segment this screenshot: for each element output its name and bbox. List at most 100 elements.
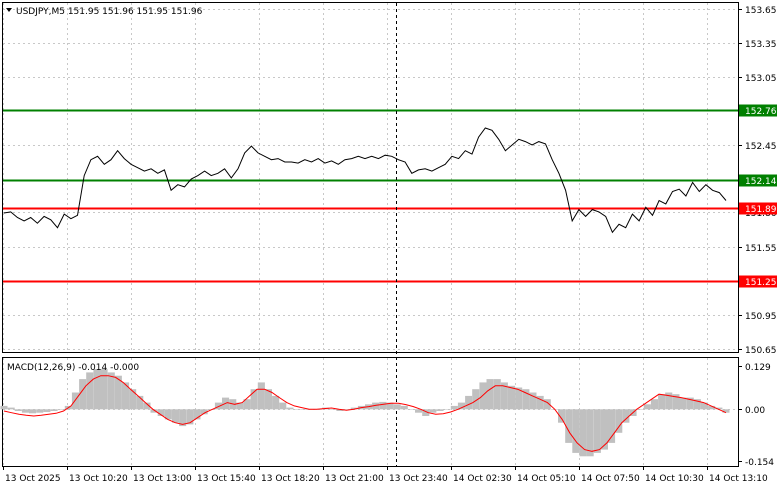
macd-histogram-bar	[136, 395, 144, 410]
macd-histogram-bar	[50, 409, 58, 411]
macd-histogram-bar	[715, 407, 723, 410]
chart-menu-icon[interactable]	[6, 8, 12, 12]
time-tick-label: 13 Oct 2025	[5, 474, 61, 484]
macd-histogram-bar	[701, 402, 709, 410]
macd-histogram-bar	[293, 409, 301, 410]
macd-histogram-bar	[450, 405, 458, 410]
level-tag-bg	[739, 202, 777, 215]
macd-histogram-bar	[536, 395, 544, 410]
time-tick-label: 14 Oct 13:10	[709, 474, 768, 484]
macd-histogram-bar	[286, 407, 294, 410]
time-axis: 13 Oct 2025 13 Oct 10:20 13 Oct 13:00 13 Oc…	[3, 466, 768, 484]
chart-header-text: USDJPY,M5 151.95 151.96 151.95 151.96	[16, 7, 203, 17]
macd-histogram-bar	[86, 372, 94, 410]
macd-histogram-bar	[150, 409, 158, 413]
price-tick-label: 153.35	[745, 40, 777, 50]
macd-histogram-bar	[0, 405, 8, 410]
macd-histogram-bar	[508, 385, 516, 410]
macd-histogram-bar	[386, 402, 394, 410]
macd-histogram-bar	[472, 389, 480, 410]
macd-histogram-bar	[586, 409, 594, 457]
price-tick-label: 152.45	[745, 142, 777, 152]
macd-axis: 0.129 0.00 -0.154	[738, 363, 774, 468]
macd-histogram-bar	[493, 379, 501, 410]
macd-histogram-bar	[565, 409, 573, 443]
macd-histogram-bar	[529, 392, 537, 410]
macd-header-text: MACD(12,26,9) -0.014 -0.000	[7, 363, 139, 373]
macd-histogram-bar	[543, 399, 551, 410]
macd-histogram-bar	[436, 409, 444, 411]
time-tick-label: 13 Oct 13:00	[133, 474, 192, 484]
time-tick-label: 13 Oct 10:20	[69, 474, 128, 484]
macd-histogram-bar	[107, 372, 115, 410]
level-tag-bg	[739, 104, 777, 117]
macd-histogram-bar	[214, 402, 222, 410]
macd-histogram-bar	[257, 382, 265, 410]
macd-histogram-bar	[658, 394, 666, 410]
macd-histogram-bar	[708, 405, 716, 410]
level-tag-bg	[739, 275, 777, 288]
macd-tick-label: 0.00	[745, 406, 765, 416]
macd-histogram-bar	[379, 401, 387, 410]
macd-histogram-bar	[400, 405, 408, 410]
macd-histogram-bar	[457, 402, 465, 410]
macd-histogram-bar	[164, 409, 172, 420]
macd-histogram-bar	[429, 409, 437, 413]
macd-signal-line	[3, 375, 727, 452]
macd-histogram-bar	[43, 409, 51, 412]
macd-histogram-bar	[329, 409, 337, 410]
macd-histogram-bar	[615, 409, 623, 433]
macd-histogram-bar	[558, 409, 566, 423]
macd-histogram-bar	[193, 409, 201, 420]
macd-histogram-bar	[643, 404, 651, 410]
price-grid	[3, 3, 738, 352]
macd-histogram-bar	[579, 409, 587, 457]
level-tag-label: 151.25	[745, 278, 777, 288]
macd-histogram-bar	[264, 389, 272, 410]
macd-histogram-bar	[393, 404, 401, 410]
macd-tick-label: 0.129	[745, 363, 771, 373]
macd-histogram-bar	[636, 409, 644, 410]
macd-histogram-bar	[672, 394, 680, 410]
macd-histogram-bar	[350, 407, 358, 410]
macd-histogram-bar	[250, 389, 258, 410]
level-tag-label: 151.89	[745, 205, 777, 215]
price-panel-frame	[2, 2, 739, 353]
macd-histogram-bar	[608, 409, 616, 443]
macd-histogram-bar	[7, 407, 15, 410]
macd-histogram-bar	[57, 409, 65, 410]
macd-histogram-bar	[650, 399, 658, 410]
time-tick-label: 14 Oct 05:10	[517, 474, 576, 484]
macd-histogram-bar	[186, 409, 194, 425]
macd-histogram-bar	[679, 397, 687, 410]
macd-histogram-bar	[665, 392, 673, 410]
macd-histogram-bar	[486, 379, 494, 410]
macd-histogram-bar	[343, 409, 351, 410]
macd-histogram-bar	[465, 395, 473, 410]
macd-histogram-bar	[686, 397, 694, 410]
macd-histogram-bar	[157, 409, 165, 416]
macd-histogram-bar	[100, 369, 108, 410]
macd-histogram-bar	[336, 409, 344, 411]
price-tick-label: 153.05	[745, 74, 777, 84]
macd-histogram-bar	[243, 399, 251, 410]
time-tick-label: 14 Oct 07:50	[581, 474, 640, 484]
time-tick-label: 13 Oct 15:40	[197, 474, 256, 484]
macd-histogram-bar	[693, 399, 701, 410]
macd-histogram-bar	[279, 402, 287, 410]
macd-histogram-bar	[443, 409, 451, 410]
level-tag-bg	[739, 174, 777, 187]
macd-histogram-bar	[172, 409, 180, 423]
macd-histogram-bar	[272, 395, 280, 410]
macd-histogram-bar	[622, 409, 630, 423]
time-tick-label: 13 Oct 18:20	[261, 474, 320, 484]
macd-histogram-bar	[722, 409, 730, 413]
level-tag-label: 152.14	[745, 177, 777, 187]
price-tick-label: 150.65	[745, 346, 777, 356]
price-tick-label: 151.55	[745, 244, 777, 254]
level-price-tags: 152.76 152.14 151.89 151.25	[739, 104, 777, 288]
level-tag-label: 152.76	[745, 107, 777, 117]
